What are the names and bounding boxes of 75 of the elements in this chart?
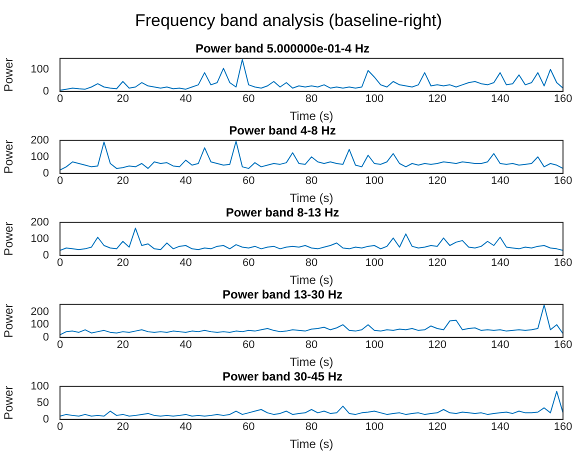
x-tick-label: 0 [56,339,64,352]
x-tick-label: 40 [180,339,192,352]
y-axis-title: Power [2,58,16,92]
x-tick-label: 80 [305,175,318,188]
x-tick-label: 160 [554,339,572,352]
x-tick-label: 100 [365,339,384,352]
x-tick-label: 100 [365,93,384,106]
chart-title: Power band 13-30 Hz [222,288,343,302]
y-tick-label: 100 [30,63,49,76]
y-tick-label: 100 [30,380,49,392]
x-tick-label: 140 [490,175,510,188]
y-tick-label: 200 [30,134,49,146]
x-tick-label: 40 [180,175,192,188]
x-tick-label: 120 [428,421,446,434]
y-tick-label: 200 [30,216,49,228]
x-tick-label: 100 [365,421,384,434]
x-tick-label: 20 [116,421,129,434]
y-tick-label: 0 [42,167,49,180]
x-tick-label: 20 [116,339,129,352]
x-tick-label: 100 [365,257,384,270]
x-tick-label: 0 [56,93,64,106]
x-tick-label: 0 [56,175,64,188]
x-tick-label: 80 [305,257,318,270]
y-tick-label: 0 [42,413,49,426]
x-tick-label: 140 [490,93,510,106]
x-axis-title: Time (s) [290,191,334,206]
y-tick-label: 200 [30,306,49,318]
x-tick-label: 160 [554,421,572,434]
x-tick-label: 40 [180,421,192,434]
x-tick-label: 60 [242,175,255,188]
y-axis-title: Power [2,140,16,174]
x-tick-label: 140 [490,257,510,270]
x-tick-label: 80 [305,339,318,352]
x-tick-label: 60 [242,93,255,106]
chart-title: Frequency band analysis (baseline-right) [134,10,444,32]
x-tick-label: 120 [428,175,446,188]
x-tick-label: 120 [428,339,446,352]
x-tick-label: 40 [180,93,192,106]
x-tick-label: 60 [242,421,255,434]
x-tick-label: 140 [490,421,510,434]
chart-subtitle: Power band 5.000000e-01-4 Hz [195,42,370,56]
x-tick-label: 120 [428,93,446,106]
y-tick-label: 50 [36,396,49,409]
x-tick-label: 80 [305,93,318,106]
x-tick-label: 20 [116,257,129,270]
x-axis-title: Time (s) [290,273,334,288]
x-axis-title: Time (s) [290,109,334,124]
x-axis-title: Time (s) [290,437,334,452]
x-tick-label: 40 [180,257,192,270]
y-tick-label: 0 [42,331,49,344]
x-tick-label: 80 [305,421,318,434]
x-tick-label: 60 [242,339,255,352]
x-tick-label: 160 [554,257,572,270]
x-tick-label: 20 [116,93,129,106]
y-axis-title: Power [2,386,16,420]
x-tick-label: 20 [116,175,129,188]
y-tick-label: 100 [30,150,49,163]
x-tick-label: 160 [554,175,572,188]
y-tick-label: 100 [30,318,49,331]
x-tick-label: 100 [365,175,384,188]
x-tick-label: 60 [242,257,255,270]
y-axis-title: Power [2,304,16,338]
x-tick-label: 140 [490,339,510,352]
y-tick-label: 100 [30,232,49,245]
y-tick-label: 0 [42,249,49,262]
y-tick-label: 0 [42,85,49,98]
x-tick-label: 0 [56,257,64,270]
chart-title: Power band 30-45 Hz [222,370,343,384]
x-axis-title: Time (s) [290,355,334,370]
y-axis-title: Power [2,222,16,256]
chart-title: Power band 8-13 Hz [226,206,340,220]
x-tick-label: 160 [554,93,572,106]
x-tick-label: 120 [428,257,446,270]
chart-title: Power band 4-8 Hz [229,124,336,138]
x-tick-label: 0 [56,421,64,434]
